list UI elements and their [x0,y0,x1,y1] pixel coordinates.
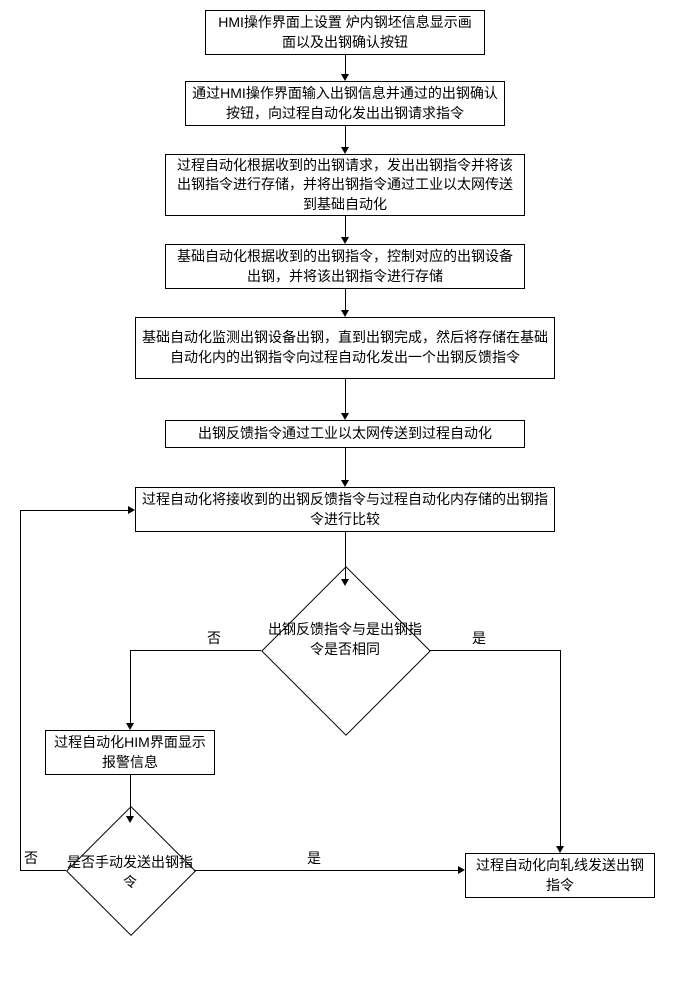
edge-d2-yes-label: 是 [305,848,323,868]
edge-n6-n7 [345,448,346,481]
node-n5: 基础自动化监测出钢设备出钢，直到出钢完成，然后将存储在基础自动化内的出钢指令向过… [135,317,555,379]
node-n9: 过程自动化向轧线发送出钢指令 [465,853,655,898]
node-d2 [66,806,196,936]
node-label: 基础自动化根据收到的出钢指令，控制对应的出钢设备出钢，并将该出钢指令进行存储 [172,247,518,286]
edge-n3-n4 [345,216,346,238]
edge-d2-yes [194,870,459,871]
flowchart: HMI操作界面上设置 炉内钢坯信息显示画面以及出钢确认按钮 通过HMI操作界面输… [10,10,675,990]
edge-n7-d1 [345,532,346,580]
node-label: 过程自动化向轧线发送出钢指令 [472,856,648,895]
edge-n2-n3 [345,126,346,148]
edge-d2-no-v [20,510,21,870]
node-d1 [261,566,431,736]
edge-d1-no-h [130,650,261,651]
node-n7: 过程自动化将接收到的出钢反馈指令与过程自动化内存储的出钢指令进行比较 [135,487,555,532]
edge-n1-n2 [345,55,346,75]
node-label: 过程自动化根据收到的出钢请求，发出出钢指令并将该出钢指令进行存储，并将出钢指令通… [172,156,518,215]
node-label: 出钢反馈指令通过工业以太网传送到过程自动化 [198,424,492,444]
edge-d1-yes-label: 是 [470,628,488,648]
node-n8: 过程自动化HIM界面显示报警信息 [45,730,215,775]
node-n2: 通过HMI操作界面输入出钢信息并通过的出钢确认按钮，向过程自动化发出出钢请求指令 [185,81,505,126]
edge-d1-no-v [130,650,131,724]
node-label: 过程自动化将接收到的出钢反馈指令与过程自动化内存储的出钢指令进行比较 [142,490,548,529]
node-label: 基础自动化监测出钢设备出钢，直到出钢完成，然后将存储在基础自动化内的出钢指令向过… [142,328,548,367]
edge-d2-no-h1 [20,870,66,871]
edge-d2-no-h2 [20,510,129,511]
edge-d1-yes-v [560,650,561,847]
edge-d2-no-label: 否 [22,848,40,868]
edge-n5-n6 [345,379,346,414]
node-n3: 过程自动化根据收到的出钢请求，发出出钢指令并将该出钢指令进行存储，并将出钢指令通… [165,154,525,216]
edge-d1-no-label: 否 [205,628,223,648]
node-n1: HMI操作界面上设置 炉内钢坯信息显示画面以及出钢确认按钮 [205,10,485,55]
edge-n4-n5 [345,289,346,311]
edge-n8-d2 [130,775,131,817]
node-n4: 基础自动化根据收到的出钢指令，控制对应的出钢设备出钢，并将该出钢指令进行存储 [165,244,525,289]
node-label: 通过HMI操作界面输入出钢信息并通过的出钢确认按钮，向过程自动化发出出钢请求指令 [192,84,498,123]
node-n6: 出钢反馈指令通过工业以太网传送到过程自动化 [165,420,525,448]
node-label: HMI操作界面上设置 炉内钢坯信息显示画面以及出钢确认按钮 [212,13,478,52]
edge-d1-yes-h [429,650,560,651]
node-label: 过程自动化HIM界面显示报警信息 [52,733,208,772]
